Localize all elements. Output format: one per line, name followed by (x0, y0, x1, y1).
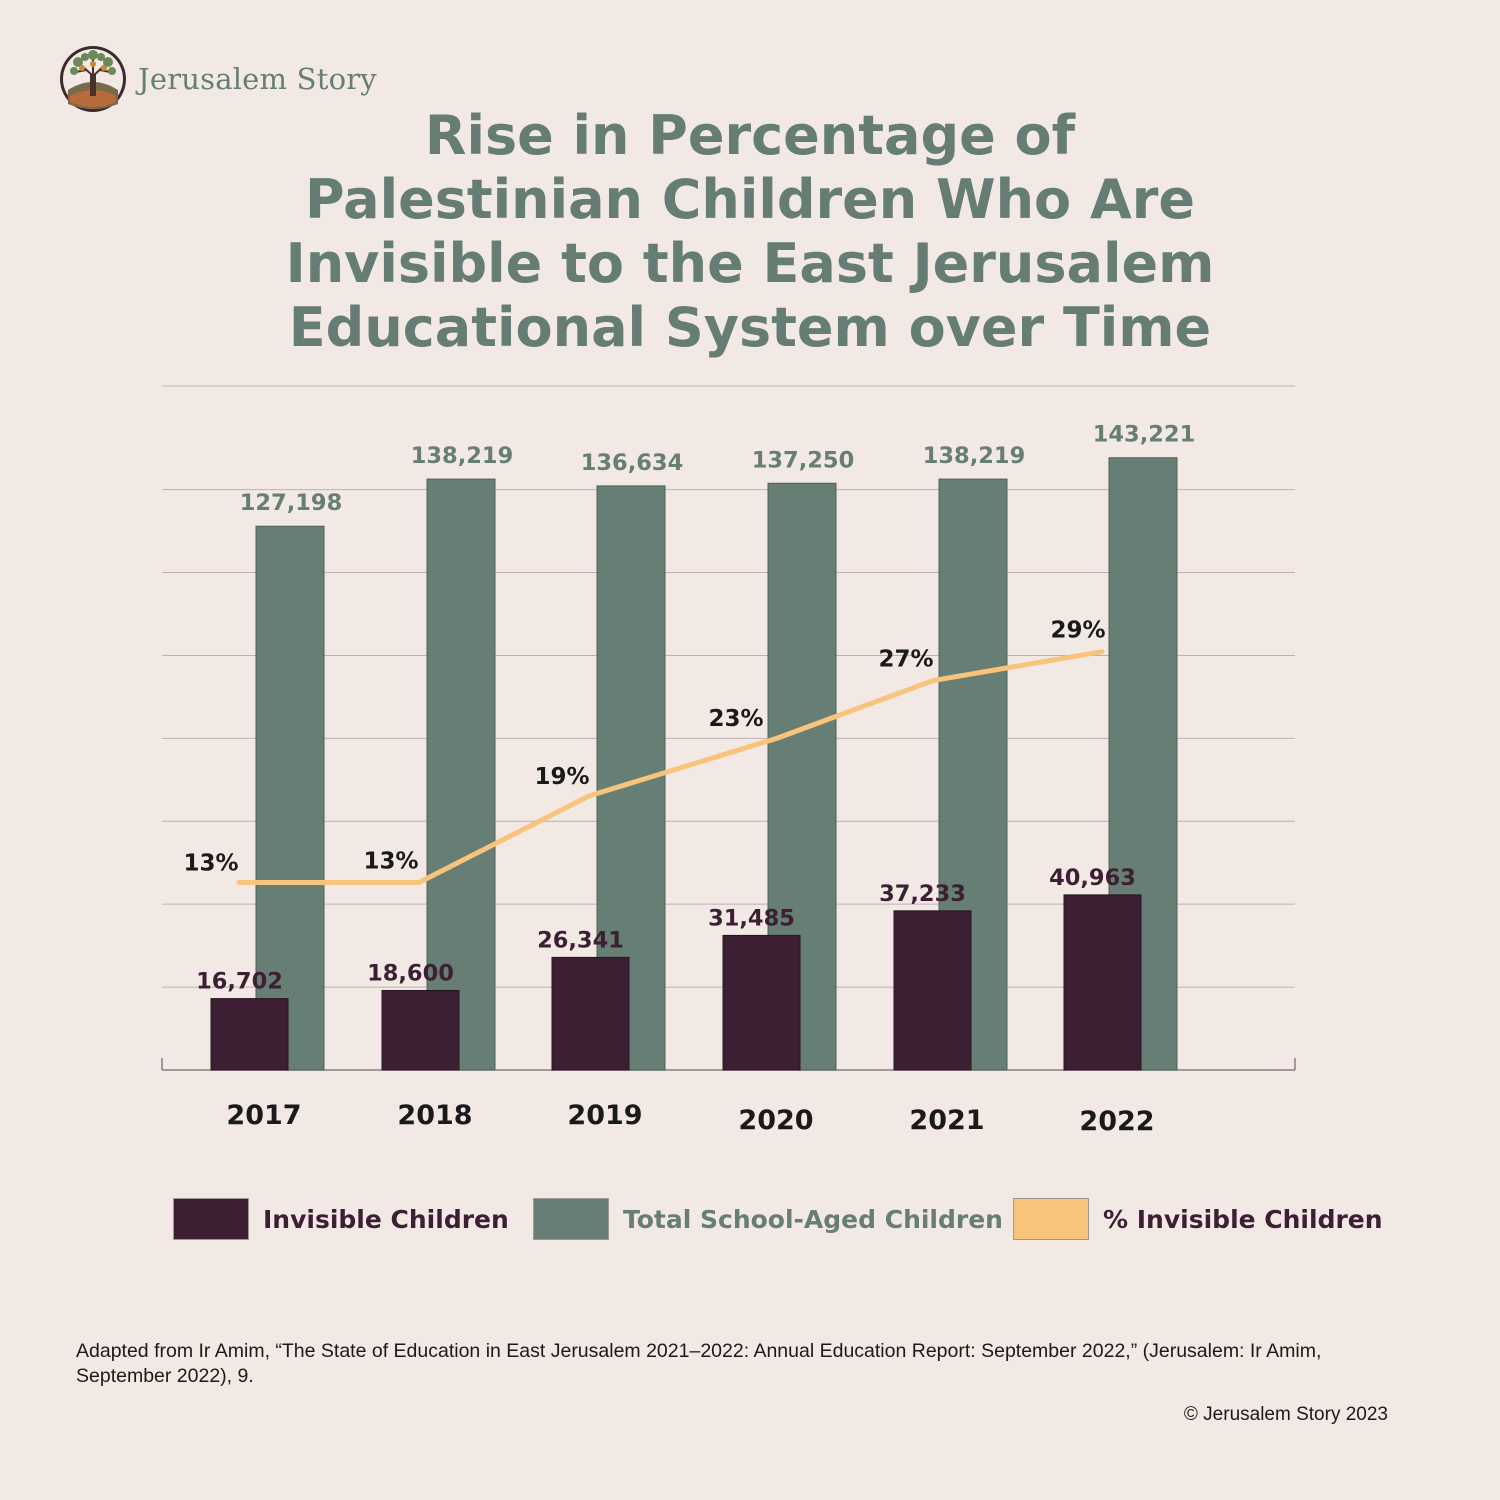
bar-invisible-label: 16,702 (196, 969, 283, 995)
legend-swatch-percent (1013, 1198, 1089, 1240)
legend-swatch-total (533, 1198, 609, 1240)
bar-invisible-label: 31,485 (708, 905, 795, 931)
bar-invisible (1063, 894, 1142, 1071)
x-tick-label: 2017 (226, 1100, 301, 1131)
tree-icon (60, 46, 126, 112)
percent-label: 13% (183, 850, 238, 876)
bar-total-label: 138,219 (411, 443, 513, 469)
percent-label: 27% (878, 647, 933, 673)
x-tick-label: 2020 (738, 1105, 813, 1136)
chart-title: Rise in Percentage of Palestinian Childr… (0, 104, 1500, 360)
title-line: Educational System over Time (288, 296, 1212, 359)
bar-total-label: 143,221 (1093, 422, 1195, 448)
legend-label-percent: % Invisible Children (1103, 1204, 1383, 1234)
x-tick-label: 2018 (397, 1100, 472, 1131)
title-line: Rise in Percentage of (424, 104, 1076, 167)
bar-invisible (893, 910, 972, 1071)
bar-total (426, 478, 496, 1071)
legend-swatch-invisible (173, 1198, 249, 1240)
bar-total-label: 138,219 (923, 443, 1025, 469)
percent-label: 29% (1050, 618, 1105, 644)
bar-total (255, 525, 325, 1071)
chart-legend: Invisible Children Total School-Aged Chi… (0, 1198, 1500, 1244)
x-tick-label: 2021 (909, 1105, 984, 1136)
bar-invisible-label: 26,341 (537, 927, 624, 953)
percent-label: 23% (708, 706, 763, 732)
brand-name: Jerusalem Story (138, 62, 377, 96)
legend-item-invisible: Invisible Children (173, 1198, 509, 1240)
legend-label-invisible: Invisible Children (263, 1204, 509, 1234)
source-note: Adapted from Ir Amim, “The State of Educ… (76, 1340, 1322, 1387)
bar-total-label: 136,634 (581, 450, 683, 476)
percent-label: 19% (534, 764, 589, 790)
bar-total-label: 137,250 (752, 447, 854, 473)
percent-line (236, 649, 1105, 885)
legend-item-total: Total School-Aged Children (533, 1198, 1003, 1240)
bar-invisible-label: 18,600 (367, 960, 454, 986)
bar-invisible (381, 989, 460, 1071)
percent-label: 13% (363, 848, 418, 874)
x-tick-label: 2019 (567, 1100, 642, 1131)
bar-invisible (551, 956, 630, 1071)
title-line: Palestinian Children Who Are (305, 168, 1195, 231)
bar-invisible-label: 37,233 (879, 881, 966, 907)
bar-invisible (210, 998, 289, 1071)
bar-invisible (722, 934, 801, 1071)
bar-invisible-label: 40,963 (1049, 865, 1136, 891)
brand-logo: Jerusalem Story (58, 44, 377, 114)
title-line: Invisible to the East Jerusalem (285, 232, 1215, 295)
legend-item-percent: % Invisible Children (1013, 1198, 1383, 1240)
copyright-notice: © Jerusalem Story 2023 (1183, 1404, 1388, 1425)
x-tick-label: 2022 (1079, 1106, 1154, 1137)
bar-total-label: 127,198 (240, 490, 342, 516)
combo-chart: 127,198 16,702 2017 138,219 18,600 2018 136,63… (161, 385, 1296, 1137)
legend-label-total: Total School-Aged Children (623, 1204, 1003, 1234)
